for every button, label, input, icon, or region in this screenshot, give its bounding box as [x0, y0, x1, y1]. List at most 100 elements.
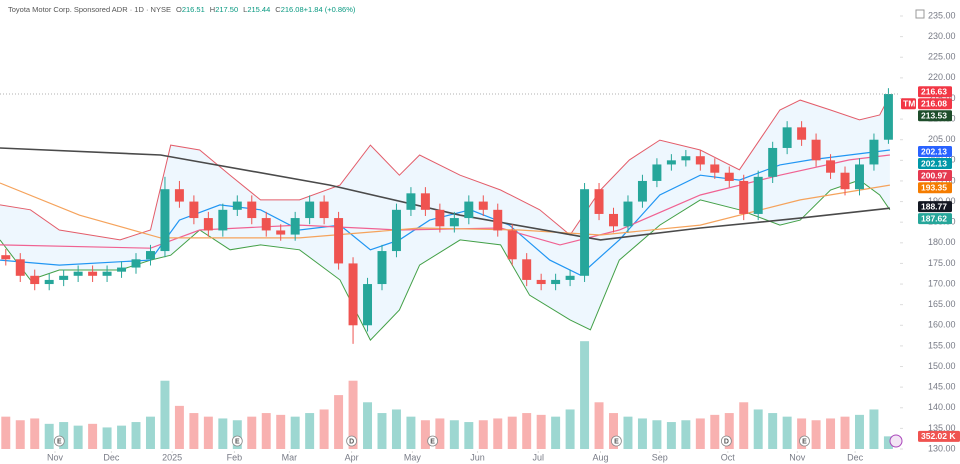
candle-body [102, 271, 112, 276]
ohlc-value: 215.44 [247, 5, 270, 14]
event-label: E [802, 438, 807, 445]
volume-bar [464, 422, 474, 449]
x-tick-label: Dec [847, 452, 864, 462]
candle-body [232, 201, 242, 210]
candle-body [464, 201, 474, 219]
x-tick-label: Feb [227, 452, 243, 462]
y-tick-label: 215.00 [928, 93, 956, 103]
symbol-tag: TM [903, 99, 915, 109]
candle-body [782, 127, 792, 148]
y-tick-label: 170.00 [928, 278, 956, 288]
y-tick-label: 140.00 [928, 402, 956, 412]
price-label: 216.63 [921, 87, 947, 97]
volume-bar [449, 420, 459, 449]
ohlc-label: H [210, 5, 215, 14]
candle-body [681, 156, 691, 161]
candle-body [189, 201, 199, 219]
volume-bar [218, 418, 228, 449]
volume-bar [30, 418, 40, 449]
candle-body [319, 201, 329, 219]
candle-body [406, 193, 416, 210]
price-label-box [918, 201, 952, 213]
x-tick-label: Mar [282, 452, 298, 462]
volume-bar [391, 409, 401, 449]
price-label: 188.77 [921, 201, 947, 211]
event-marker [231, 435, 243, 447]
candle-body [724, 172, 734, 181]
candle-body [44, 279, 54, 285]
x-tick-label: May [404, 452, 422, 462]
volume-bar [493, 418, 503, 449]
y-tick-label: 145.00 [928, 382, 956, 392]
candle-body [1, 255, 11, 260]
volume-bar [869, 409, 879, 449]
volume-bar [594, 402, 604, 449]
y-tick-label: 155.00 [928, 340, 956, 350]
x-tick-label: Nov [47, 452, 64, 462]
price-label-box [918, 170, 952, 182]
volume-bar [623, 416, 633, 449]
band-line [0, 179, 891, 341]
band-fill [0, 95, 890, 341]
candle-body [580, 189, 590, 276]
event-marker [610, 435, 622, 447]
candle-body [768, 147, 778, 177]
candle-body [536, 279, 546, 285]
volume-bar [247, 416, 257, 449]
candle-body [88, 271, 98, 276]
y-tick-label: 150.00 [928, 361, 956, 371]
volume-bar [681, 420, 691, 449]
event-label: E [57, 438, 62, 445]
volume-bar [88, 423, 98, 449]
volume-bar [232, 420, 242, 449]
candle-body [449, 218, 459, 227]
settings-icon[interactable] [915, 9, 925, 19]
price-label: 352.02 K [921, 431, 956, 441]
volume-bar [117, 425, 127, 449]
price-label: 193.35 [921, 183, 947, 193]
candle-body [840, 172, 850, 190]
moving-average [0, 147, 890, 241]
volume-bar [695, 418, 705, 449]
volume-bar [652, 420, 662, 449]
x-tick-label: Dec [103, 452, 120, 462]
ohlc-value: 216.08 [281, 5, 304, 14]
volume-bar [160, 380, 170, 449]
y-tick-label: 235.00 [928, 10, 956, 20]
y-tick-label: 130.00 [928, 443, 956, 453]
flash-icon-circle[interactable] [889, 434, 903, 448]
volume-bar [377, 413, 387, 449]
candle-body [247, 201, 257, 219]
candle-body [145, 251, 155, 260]
symbol-title: Toyota Motor Corp. Sponsored ADR · 1D · … [8, 5, 356, 14]
volume-bar [739, 402, 749, 449]
ohlc-value: 217.50 [215, 5, 238, 14]
event-marker [53, 435, 65, 447]
volume-bar [565, 409, 575, 449]
volume-bar [363, 402, 373, 449]
candle-body [493, 209, 503, 231]
candle-body [218, 209, 228, 231]
ohlc-label: O [176, 5, 182, 14]
flash-icon[interactable] [889, 434, 903, 448]
candle-body [478, 201, 488, 210]
volume-bar [507, 416, 517, 449]
candle-body [391, 209, 401, 252]
volume-bar [666, 422, 676, 449]
candle-body [797, 127, 807, 140]
y-tick-label: 180.00 [928, 237, 956, 247]
volume-bar [406, 416, 416, 449]
candle-body [348, 263, 358, 326]
candle-body [15, 259, 25, 276]
volume-bar [753, 409, 763, 449]
volume-bar [710, 414, 720, 449]
settings-icon-box[interactable] [915, 9, 925, 19]
volume-bar [44, 423, 54, 449]
candle-body [305, 201, 315, 219]
y-tick-label: 225.00 [928, 52, 956, 62]
candle-body [276, 230, 286, 235]
volume-bar [203, 416, 213, 449]
x-tick-label: Oct [721, 452, 736, 462]
event-label: D [724, 438, 729, 445]
price-label: 216.08 [921, 99, 947, 109]
